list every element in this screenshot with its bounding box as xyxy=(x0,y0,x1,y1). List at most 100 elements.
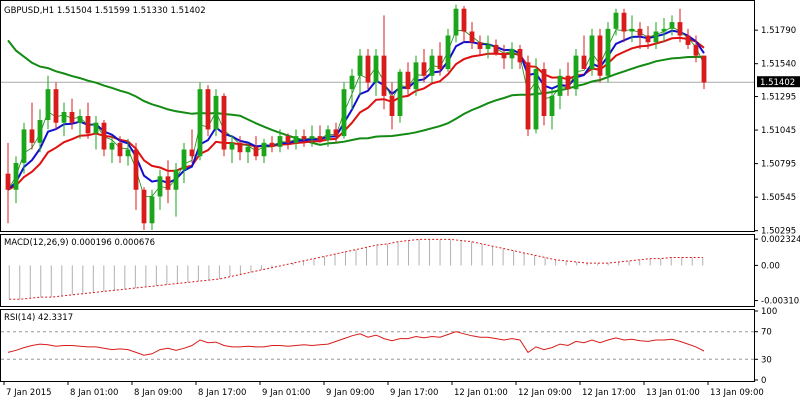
candle-bearish xyxy=(581,55,587,70)
candle-bullish xyxy=(669,22,675,29)
candle-bullish xyxy=(629,28,635,32)
price-tick-label: 1.50545 xyxy=(761,193,796,203)
candle-bearish xyxy=(381,55,387,96)
candle-bullish xyxy=(21,129,27,163)
candle-bearish xyxy=(133,149,139,190)
candle-bearish xyxy=(333,129,339,137)
candle-bearish xyxy=(53,89,59,123)
candle-bearish xyxy=(85,116,91,134)
price-tick-label: 1.50795 xyxy=(761,160,796,170)
candle-bearish xyxy=(317,136,323,141)
candle-bullish xyxy=(149,196,155,224)
candle-bullish xyxy=(661,28,667,32)
candle-bearish xyxy=(693,44,699,56)
candle-bullish xyxy=(157,176,163,197)
candle-bullish xyxy=(533,69,539,130)
ma-green-line xyxy=(7,39,705,146)
candle-bullish xyxy=(613,12,619,29)
candle-bullish xyxy=(213,95,219,130)
time-tick-label: 13 Jan 01:00 xyxy=(646,388,700,398)
rsi-group: 100 70 30 0 xyxy=(1,307,777,386)
candle-bullish xyxy=(261,142,267,157)
candle-bearish xyxy=(237,142,243,153)
rsi-tick-label: 100 xyxy=(761,307,777,317)
time-tick-label: 7 Jan 2015 xyxy=(6,388,52,398)
candle-bearish xyxy=(645,35,651,43)
candle-bearish xyxy=(165,176,171,190)
rsi-tick-label: 0 xyxy=(761,376,766,386)
candle-bullish xyxy=(93,122,99,134)
candle-bullish xyxy=(653,31,659,43)
rsi-tick-label: 30 xyxy=(761,355,772,365)
candle-bullish xyxy=(605,28,611,76)
macd-tick-label: 0.00 xyxy=(761,261,780,271)
time-tick-label: 9 Jan 01:00 xyxy=(262,388,310,398)
candle-bearish xyxy=(221,95,227,150)
candle-bearish xyxy=(469,31,475,43)
candle-bullish xyxy=(557,75,563,96)
candle-bullish xyxy=(453,8,459,36)
candle-bearish xyxy=(405,71,411,90)
price-tick-label: 1.50295 xyxy=(761,227,796,237)
candle-bearish xyxy=(5,173,11,190)
candle-bearish xyxy=(541,69,547,116)
candle-bearish xyxy=(701,55,707,83)
candle-bearish xyxy=(493,44,499,53)
time-tick-label: 8 Jan 01:00 xyxy=(70,388,118,398)
candle-bullish xyxy=(229,142,235,150)
price-panel-border xyxy=(0,0,755,232)
candle-bearish xyxy=(365,55,371,83)
rsi-tick-label: 70 xyxy=(761,328,772,338)
candle-bullish xyxy=(293,136,299,143)
candle-bullish xyxy=(341,89,347,137)
rsi-panel-border xyxy=(0,309,755,382)
candle-bullish xyxy=(37,120,43,143)
candle-bearish xyxy=(565,75,571,90)
candle-bullish xyxy=(413,62,419,90)
current-price-label: 1.51402 xyxy=(760,78,795,88)
candle-bullish xyxy=(309,136,315,139)
candle-bearish xyxy=(301,136,307,139)
price-panel-header: GBPUSD,H1 1.51504 1.51599 1.51330 1.5140… xyxy=(4,6,206,16)
candle-bearish xyxy=(69,111,75,123)
ma-thin-green-line xyxy=(7,26,705,197)
time-axis: 7 Jan 2015 8 Jan 01:00 8 Jan 09:00 8 Jan 17… xyxy=(3,381,764,398)
candle-bearish xyxy=(517,48,523,63)
candle-bullish xyxy=(277,136,283,147)
candle-bearish xyxy=(117,142,123,157)
time-tick-label: 12 Jan 01:00 xyxy=(454,388,508,398)
time-tick-label: 12 Jan 09:00 xyxy=(518,388,572,398)
candle-bullish xyxy=(357,55,363,76)
moving-averages xyxy=(7,26,705,197)
candle-bearish xyxy=(501,52,507,59)
candle-bullish xyxy=(245,146,251,153)
macd-tick-label: -0.003105 xyxy=(761,297,800,307)
candle-bullish xyxy=(589,35,595,70)
time-tick-label: 12 Jan 17:00 xyxy=(582,388,636,398)
candle-bearish xyxy=(189,149,195,157)
candle-bearish xyxy=(141,189,147,224)
candle-bearish xyxy=(677,22,683,36)
candle-bearish xyxy=(477,42,483,49)
candle-bullish xyxy=(349,75,355,90)
candle-bullish xyxy=(197,89,203,157)
time-tick-label: 9 Jan 17:00 xyxy=(390,388,438,398)
candle-bullish xyxy=(429,55,435,76)
candle-bearish xyxy=(421,62,427,76)
candle-bearish xyxy=(525,62,531,130)
candle-bullish xyxy=(485,44,491,49)
candle-bullish xyxy=(77,116,83,123)
candle-bullish xyxy=(125,149,131,157)
candle-bullish xyxy=(181,149,187,170)
time-tick-label: 8 Jan 17:00 xyxy=(198,388,246,398)
time-tick-label: 13 Jan 09:00 xyxy=(710,388,764,398)
candle-bullish xyxy=(45,89,51,121)
time-tick-label: 9 Jan 09:00 xyxy=(326,388,374,398)
candle-bullish xyxy=(61,111,67,123)
candle-bearish xyxy=(29,129,35,143)
time-tick-label: 8 Jan 09:00 xyxy=(134,388,182,398)
ma-blue-line xyxy=(7,29,705,191)
candle-bullish xyxy=(109,142,115,150)
candle-bullish xyxy=(397,71,403,116)
candle-bullish xyxy=(173,169,179,190)
